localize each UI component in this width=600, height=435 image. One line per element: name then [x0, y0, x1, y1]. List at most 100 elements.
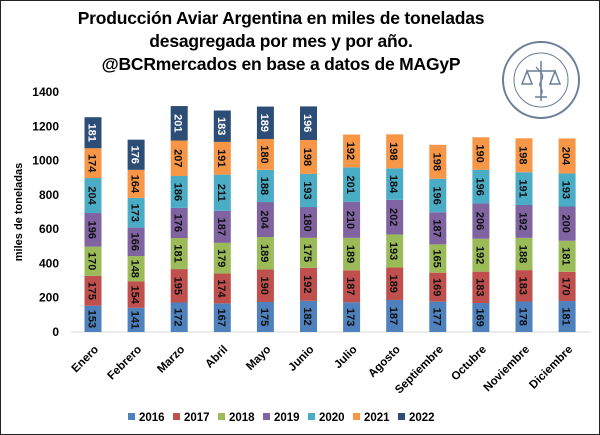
- data-label-2017: 170: [560, 277, 572, 295]
- legend-swatch-2020: [308, 413, 315, 420]
- data-label-2018: 181: [560, 247, 572, 265]
- legend-swatch-2017: [173, 413, 180, 420]
- data-label-2020: 173: [129, 204, 141, 222]
- data-label-2018: 181: [172, 244, 184, 262]
- title-line-1: Producción Aviar Argentina en miles de t…: [77, 8, 485, 28]
- title-line-2: desagregada por mes y por año.: [149, 31, 413, 51]
- bar-segment-2019: [300, 207, 317, 238]
- data-label-2016: 177: [430, 308, 442, 326]
- data-label-2018: 165: [430, 249, 442, 267]
- bar-segment-2022: [170, 106, 188, 141]
- legend-label-2022: 2022: [409, 412, 435, 424]
- bar-segment-2016: [343, 302, 361, 332]
- data-label-2021: 192: [344, 142, 356, 160]
- data-label-2016: 141: [129, 311, 141, 329]
- bar-segment-2016: [170, 302, 188, 332]
- bar-segment-2016: [429, 301, 447, 332]
- bar-segment-2016: [127, 307, 145, 332]
- bar-segment-2021: [343, 134, 361, 168]
- data-label-2016: 178: [517, 308, 529, 326]
- data-label-2019: 206: [473, 212, 485, 230]
- bar-segment-2019: [558, 206, 576, 241]
- data-label-2016: 181: [560, 307, 572, 325]
- bar-segment-2019: [429, 212, 447, 245]
- x-tick-label: Julio: [332, 344, 359, 371]
- bar-segment-2018: [515, 237, 533, 271]
- bar-segment-2020: [386, 168, 404, 200]
- y-tick-label: 800: [39, 188, 59, 202]
- bar-segment-2017: [472, 271, 490, 304]
- data-label-2019: 196: [86, 221, 98, 239]
- data-label-2020: 201: [344, 175, 356, 193]
- bar-segment-2020: [472, 169, 490, 204]
- bar-segment-2018: [558, 240, 576, 272]
- bar-segment-2021: [256, 138, 274, 170]
- bar-segment-2021: [170, 140, 188, 176]
- data-label-2020: 204: [86, 186, 98, 205]
- x-tick-label: Febrero: [105, 344, 144, 383]
- x-tick-label: Noviembre: [482, 344, 533, 395]
- bar-segment-2016: [84, 305, 102, 332]
- bar-segment-2019: [84, 213, 102, 247]
- chart-title: Producción Aviar Argentina en miles de t…: [61, 7, 501, 76]
- y-tick-label: 1400: [32, 85, 59, 99]
- bar-segment-2020: [429, 178, 447, 213]
- bar-segment-2022: [84, 117, 102, 149]
- bar-segment-2021: [386, 134, 404, 169]
- data-label-2018: 192: [473, 246, 485, 264]
- data-label-2019: 187: [215, 218, 227, 236]
- data-label-2016: 187: [387, 307, 399, 325]
- bar-segment-2020: [213, 174, 231, 211]
- data-label-2021: 207: [172, 149, 184, 167]
- x-tick-label: Octubre: [449, 344, 489, 384]
- x-tick-label: Junio: [286, 344, 316, 374]
- data-label-2018: 148: [129, 260, 141, 278]
- data-label-2020: 196: [430, 186, 442, 204]
- data-label-2018: 189: [258, 244, 270, 262]
- data-label-2016: 169: [473, 308, 485, 326]
- bar-segment-2018: [472, 238, 490, 272]
- data-label-2018: 175: [301, 244, 313, 262]
- bar-segment-2021: [300, 140, 317, 174]
- bar-segment-2020: [127, 197, 145, 228]
- legend-label-2016: 2016: [139, 412, 165, 424]
- data-label-2017: 190: [258, 277, 270, 295]
- bar-segment-2017: [386, 267, 404, 300]
- data-label-2021: 191: [215, 149, 227, 167]
- bar-segment-2019: [127, 227, 145, 257]
- data-label-2021: 198: [387, 142, 399, 160]
- bar-segment-2018: [213, 242, 231, 274]
- bar-segment-2018: [343, 237, 361, 271]
- data-label-2018: 170: [86, 252, 98, 270]
- x-tick-label: Abril: [203, 344, 230, 371]
- data-label-2018: 179: [215, 249, 227, 267]
- bar-segment-2021: [429, 144, 447, 179]
- data-label-2020: 191: [517, 179, 529, 197]
- y-tick-label: 400: [39, 256, 59, 270]
- data-label-2019: 202: [387, 208, 399, 226]
- data-label-2019: 187: [430, 219, 442, 237]
- bar-segment-2021: [84, 148, 102, 179]
- data-label-2019: 166: [129, 233, 141, 251]
- data-label-2018: 189: [344, 245, 356, 263]
- bar-segment-2017: [127, 281, 145, 308]
- title-line-3: @BCRmercados en base a datos de MAGyP: [101, 54, 461, 74]
- data-label-2016: 173: [344, 308, 356, 326]
- bar-segment-2020: [170, 176, 188, 208]
- bar-segment-2021: [558, 138, 576, 174]
- data-label-2019: 176: [172, 214, 184, 232]
- data-label-2017: 169: [430, 278, 442, 296]
- y-tick-label: 600: [39, 222, 59, 236]
- data-label-2020: 186: [172, 183, 184, 201]
- data-label-2018: 193: [387, 242, 399, 260]
- bar-segment-2020: [558, 173, 576, 207]
- data-label-2016: 153: [86, 310, 98, 328]
- data-label-2019: 204: [258, 210, 270, 229]
- bar-segment-2021: [127, 169, 145, 198]
- bar-segment-2018: [386, 234, 404, 268]
- y-tick-label: 200: [39, 291, 59, 305]
- x-tick-label: Agosto: [366, 344, 402, 380]
- data-label-2017: 183: [473, 278, 485, 296]
- legend-swatch-2022: [398, 413, 405, 420]
